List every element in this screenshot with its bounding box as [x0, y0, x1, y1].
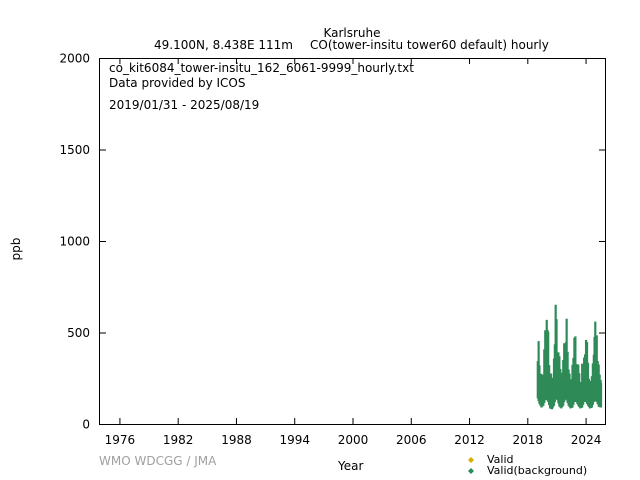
legend-valid-label: Valid: [487, 453, 514, 466]
legend-valid-background-label: Valid(background): [487, 464, 588, 477]
y-tick-label: 500: [67, 326, 90, 340]
legend-valid-background-marker: [468, 468, 474, 474]
data-provider: Data provided by ICOS: [109, 76, 246, 90]
chart-title-location: 49.100N, 8.438E 111m: [154, 38, 293, 52]
y-tick-label: 0: [82, 418, 90, 432]
x-axis: 1976 1982 1988 1994 2000 2006 2012 2018 2024: [105, 58, 602, 447]
chart-title-dataset: CO(tower-insitu tower60 default) hourly: [310, 38, 549, 52]
x-tick-label: 1976: [105, 433, 136, 447]
x-tick-label: 1994: [279, 433, 310, 447]
y-tick-label: 1500: [59, 143, 90, 157]
x-tick-label: 2006: [396, 433, 427, 447]
legend-valid-marker: [468, 457, 474, 463]
data-period: 2019/01/31 - 2025/08/19: [109, 98, 260, 112]
x-tick-label: 2024: [571, 433, 602, 447]
y-tick-label: 1000: [59, 235, 90, 249]
plot-frame: [99, 58, 606, 425]
data-points: [536, 304, 603, 410]
y-tick-label: 2000: [59, 52, 90, 66]
y-axis-label: ppb: [9, 237, 23, 261]
x-tick-label: 2012: [454, 433, 485, 447]
x-tick-label: 2018: [513, 433, 544, 447]
chart-title-station: Karlsruhe: [323, 26, 381, 40]
credit-text: WMO WDCGG / JMA: [99, 454, 217, 468]
data-file-name: co_kit6084_tower-insitu_162_6061-9999_ho…: [109, 61, 414, 75]
x-axis-label: Year: [338, 459, 364, 473]
y-axis: 0 500 1000 1500 2000: [59, 52, 605, 432]
x-tick-label: 2000: [338, 433, 369, 447]
x-tick-label: 1982: [163, 433, 194, 447]
legend-marks: [468, 457, 474, 474]
x-tick-label: 1988: [221, 433, 252, 447]
